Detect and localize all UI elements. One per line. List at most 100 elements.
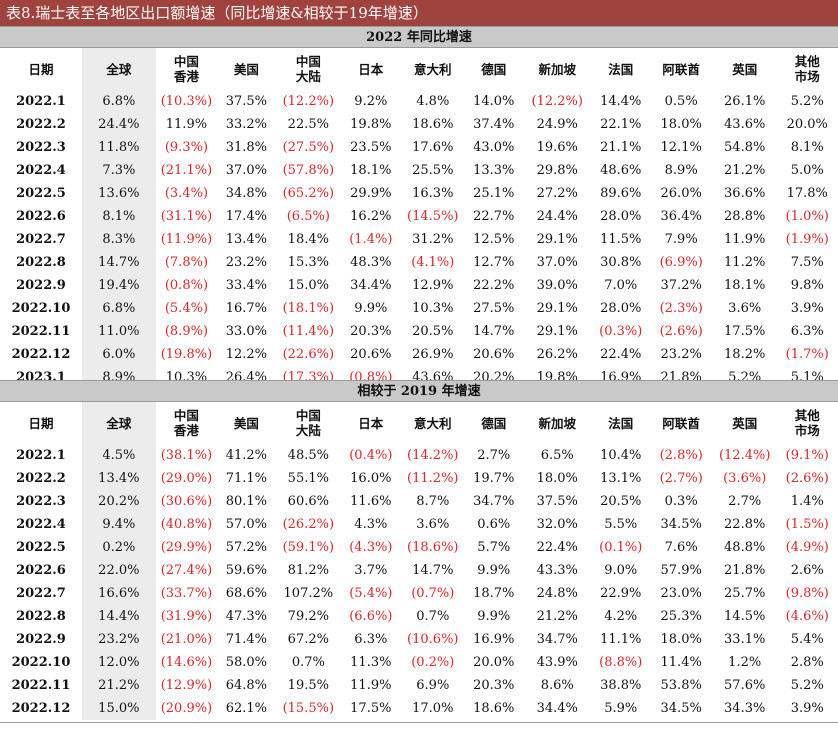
column-header: 日本 [341, 48, 400, 90]
value-cell: (57.8%) [282, 163, 335, 178]
table-row: 2022.5 0.2% (29.9%) 57.2% (59.1%) (4.3%) (18.6… [0, 536, 838, 559]
value-cell: 80.1% [225, 494, 267, 509]
date-cell: 2022.11 [11, 324, 71, 339]
column-header: 英国 [713, 402, 777, 444]
value-cell: (11.2%) [407, 471, 459, 486]
column-header: 意大利 [401, 48, 466, 90]
value-cell: 20.3% [473, 678, 515, 693]
value-cell: 57.2% [225, 540, 267, 555]
value-cell: 22.8% [724, 517, 766, 532]
column-header: 中国 大陆 [276, 402, 342, 444]
value-cell: (14.5%) [407, 209, 459, 224]
value-cell: 1.2% [728, 655, 762, 670]
value-cell: (38.1%) [160, 448, 213, 463]
value-cell: (1.9%) [785, 232, 829, 247]
column-header-label: 日期 [28, 61, 54, 77]
table-row: 2022.3 20.2% (30.6%) 80.1% 60.6% 11.6% 8.7% 34.… [0, 490, 838, 513]
value-cell: 16.3% [412, 186, 454, 201]
value-cell: (0.7%) [411, 586, 455, 601]
value-cell: 15.3% [287, 255, 329, 270]
value-cell: 34.7% [536, 632, 578, 647]
value-cell: 24.4% [81, 113, 156, 136]
section-yoy: 2022 年同比增速 日期 全球 中国 香港 美国 中国 大陆 日本 意大利 德国 新加坡 法国 阿联酋… [0, 26, 838, 389]
value-cell: 6.8% [81, 297, 156, 320]
value-cell: (30.6%) [160, 494, 213, 509]
value-cell: (2.6%) [785, 471, 829, 486]
value-cell: (29.9%) [160, 540, 213, 555]
table-row: 2022.10 12.0% (14.6%) 58.0% 0.7% 11.3% (0.2%) 2… [0, 651, 838, 674]
value-cell: (18.1%) [282, 301, 335, 316]
value-cell: 22.5% [287, 117, 329, 132]
date-cell: 2022.4 [16, 163, 66, 178]
value-cell: 20.5% [412, 324, 454, 339]
value-cell: 48.8% [724, 540, 766, 555]
value-cell: (5.4%) [349, 586, 393, 601]
value-cell: 20.0% [473, 655, 515, 670]
value-cell: 37.0% [225, 163, 267, 178]
value-cell: (14.2%) [407, 448, 459, 463]
value-cell: 29.9% [350, 186, 392, 201]
column-header: 中国 香港 [156, 48, 217, 90]
value-cell: 0.5% [664, 94, 698, 109]
column-header-label: 新加坡 [538, 415, 576, 431]
column-header: 意大利 [401, 402, 466, 444]
value-cell: 2.7% [477, 448, 511, 463]
value-cell: 25.7% [724, 586, 766, 601]
date-cell: 2022.2 [16, 117, 66, 132]
column-header: 日本 [341, 402, 400, 444]
value-cell: 14.4% [81, 605, 156, 628]
column-header-label: 中国 [173, 54, 199, 69]
column-header-label: 英国 [732, 61, 758, 77]
value-cell: 5.5% [604, 517, 638, 532]
value-cell: 9.8% [790, 278, 824, 293]
value-cell: 18.1% [350, 163, 392, 178]
value-cell: 5.0% [790, 163, 824, 178]
value-cell: 19.5% [287, 678, 329, 693]
date-cell: 2022.10 [11, 655, 71, 670]
column-header: 美国 [217, 402, 275, 444]
value-cell: (0.3%) [599, 324, 643, 339]
value-cell: 67.2% [287, 632, 329, 647]
value-cell: 71.1% [225, 471, 267, 486]
table-row: 2022.6 22.0% (27.4%) 59.6% 81.2% 3.7% 14.7% 9.9… [0, 559, 838, 582]
value-cell: 26.0% [660, 186, 702, 201]
value-cell: 20.6% [350, 347, 392, 362]
value-cell: 57.9% [660, 563, 702, 578]
value-cell: 25.5% [412, 163, 454, 178]
value-cell: 21.2% [724, 163, 766, 178]
value-cell: 25.3% [660, 609, 702, 624]
table-row: 2022.3 11.8% (9.3%) 31.8% (27.5%) 23.5% 17.6% 4… [0, 136, 838, 159]
value-cell: (31.1%) [160, 209, 213, 224]
value-cell: (59.1%) [282, 540, 335, 555]
value-cell: (21.0%) [160, 632, 213, 647]
value-cell: 9.0% [604, 563, 638, 578]
value-cell: 6.9% [416, 678, 450, 693]
column-header: 中国 大陆 [276, 48, 342, 90]
section-title: 2022 年同比增速 [0, 26, 838, 48]
value-cell: 3.9% [790, 301, 824, 316]
value-cell: 16.0% [350, 471, 392, 486]
column-header: 阿联酋 [649, 48, 713, 90]
column-header-label: 法国 [608, 61, 634, 77]
column-header: 新加坡 [522, 402, 592, 444]
value-cell: 23.2% [225, 255, 267, 270]
value-cell: 7.0% [604, 278, 638, 293]
column-header-label: 新加坡 [538, 61, 576, 77]
value-cell: (65.2%) [282, 186, 335, 201]
value-cell: 17.6% [412, 140, 454, 155]
value-cell: 6.8% [81, 90, 156, 113]
column-header-label: 法国 [608, 415, 634, 431]
value-cell: 57.0% [225, 517, 267, 532]
column-header-label: 中国 [173, 408, 199, 423]
value-cell: (14.6%) [160, 655, 213, 670]
value-cell: (7.8%) [164, 255, 209, 270]
value-cell: 26.9% [412, 347, 454, 362]
value-cell: 17.4% [225, 209, 267, 224]
value-cell: 23.2% [81, 628, 156, 651]
value-cell: 2.7% [728, 494, 762, 509]
value-cell: 25.1% [473, 186, 515, 201]
value-cell: 22.1% [600, 117, 642, 132]
value-cell: (8.9%) [164, 324, 209, 339]
value-cell: 28.0% [600, 209, 642, 224]
value-cell: 71.4% [225, 632, 267, 647]
